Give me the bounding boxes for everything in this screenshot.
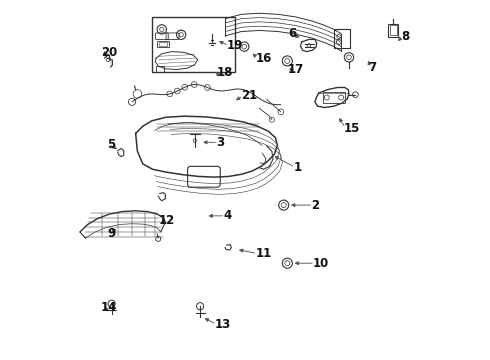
Text: 21: 21 <box>242 89 258 102</box>
Bar <box>156 66 164 72</box>
Text: 14: 14 <box>101 301 117 314</box>
Bar <box>157 41 169 47</box>
Text: 7: 7 <box>368 60 377 73</box>
Text: 16: 16 <box>256 51 272 64</box>
Bar <box>389 24 398 37</box>
Text: 12: 12 <box>159 214 175 227</box>
Text: 8: 8 <box>401 30 409 43</box>
Text: 17: 17 <box>287 63 304 76</box>
Text: 2: 2 <box>311 199 319 212</box>
Bar <box>334 30 350 48</box>
Text: 1: 1 <box>294 161 301 174</box>
Text: 6: 6 <box>288 27 296 40</box>
Text: 4: 4 <box>223 210 232 222</box>
Text: 15: 15 <box>343 122 360 135</box>
Text: 20: 20 <box>101 46 117 59</box>
Text: 18: 18 <box>216 66 233 79</box>
Text: 9: 9 <box>107 227 115 240</box>
Text: 3: 3 <box>216 136 224 149</box>
Text: 19: 19 <box>227 39 244 52</box>
Bar <box>152 17 235 72</box>
Text: 10: 10 <box>313 257 329 270</box>
Text: 13: 13 <box>215 318 231 331</box>
Text: 11: 11 <box>256 247 272 260</box>
Bar <box>323 92 344 103</box>
Bar <box>159 42 167 46</box>
Text: 5: 5 <box>107 138 115 150</box>
Bar <box>390 26 397 36</box>
